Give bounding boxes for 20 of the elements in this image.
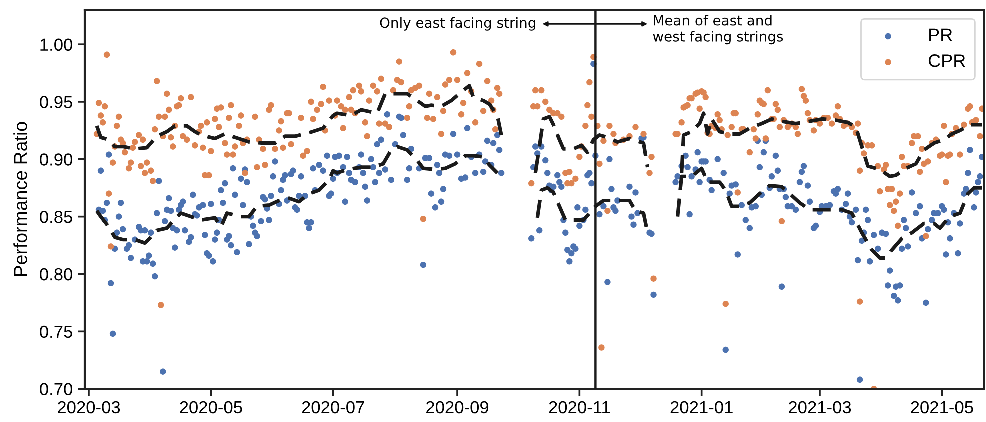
x-tick-label: 2021-03 — [789, 401, 852, 414]
x-tick-label: 2020-03 — [58, 401, 120, 414]
x-tick-label: 2020-11 — [549, 401, 610, 414]
x-tick-label: 2020-05 — [180, 401, 242, 414]
x-tick-label: 2021-01 — [670, 401, 733, 414]
y-axis-title: Performance Ratio — [14, 122, 28, 276]
legend-label: PR — [930, 28, 952, 42]
y-tick-label: 0.90 — [40, 154, 73, 166]
y-tick-label: 0.85 — [40, 211, 72, 224]
y-tick-label: 0.70 — [40, 383, 73, 396]
y-tick-label: 0.80 — [40, 268, 73, 281]
x-tick-label: 2021-05 — [911, 401, 974, 414]
legend-label: CPR — [928, 54, 966, 68]
x-tick-label: 2020-07 — [302, 401, 364, 414]
annotation: Only east facing string — [380, 17, 536, 31]
x-tick-label: 2020-09 — [426, 401, 489, 414]
y-tick-label: 0.95 — [40, 96, 72, 108]
y-tick-label: 1.00 — [40, 38, 73, 52]
annotation: Mean of east and west facing strings — [653, 15, 784, 45]
y-tick-label: 0.75 — [40, 326, 72, 338]
